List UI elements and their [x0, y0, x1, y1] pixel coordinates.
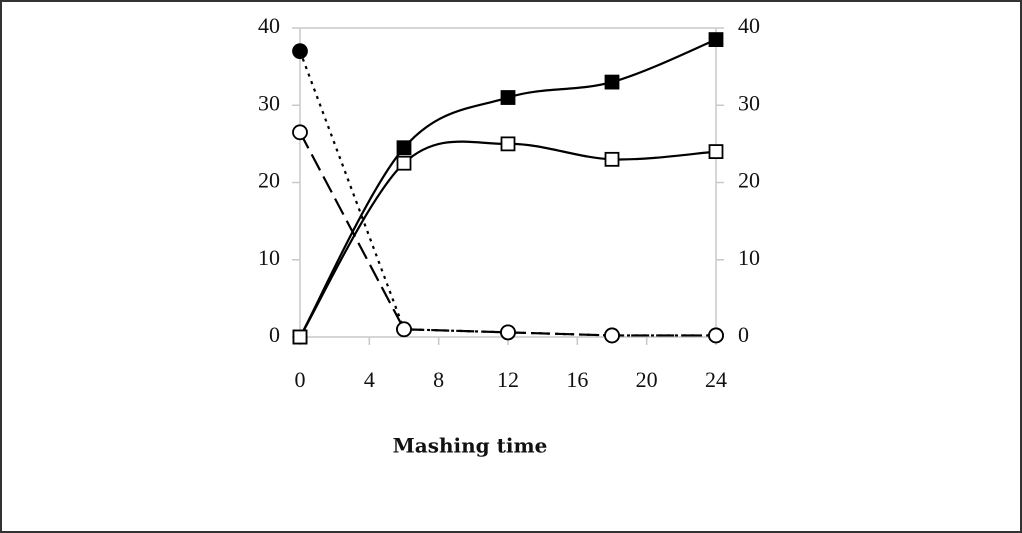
y-tick-label: 30	[258, 90, 280, 115]
marker	[604, 151, 620, 167]
x-tick-label: 0	[295, 367, 306, 392]
y2-tick-label: 20	[738, 168, 760, 193]
y2-tick-label: 40	[738, 13, 760, 38]
marker	[604, 74, 620, 90]
x-tick-label: 8	[433, 367, 444, 392]
marker	[708, 144, 724, 160]
marker	[500, 90, 516, 105]
y-tick-label: 40	[258, 13, 280, 38]
marker	[396, 321, 412, 338]
marker	[708, 32, 724, 47]
x-tick-label: 20	[636, 367, 658, 392]
marker	[292, 124, 308, 141]
x-tick-label: 4	[364, 367, 375, 392]
y2-tick-label: 30	[738, 90, 760, 115]
x-tick-label: 24	[705, 367, 727, 392]
x-tick-label: 16	[566, 367, 588, 392]
marker	[396, 155, 412, 171]
series-line	[299, 140, 717, 338]
marker	[500, 136, 516, 152]
y2-tick-label: 0	[738, 322, 749, 347]
x-tick-label: 12	[497, 367, 519, 392]
y2-tick-label: 10	[738, 245, 760, 270]
y-tick-label: 0	[269, 322, 280, 347]
marker	[708, 327, 724, 344]
x-axis-label: Mashing time	[393, 434, 548, 458]
marker	[604, 327, 620, 344]
marker	[292, 329, 308, 345]
marker	[500, 324, 516, 341]
marker	[396, 140, 412, 156]
series-line	[299, 38, 717, 338]
y-tick-label: 10	[258, 245, 280, 270]
y-tick-label: 20	[258, 168, 280, 193]
marker	[292, 43, 308, 60]
